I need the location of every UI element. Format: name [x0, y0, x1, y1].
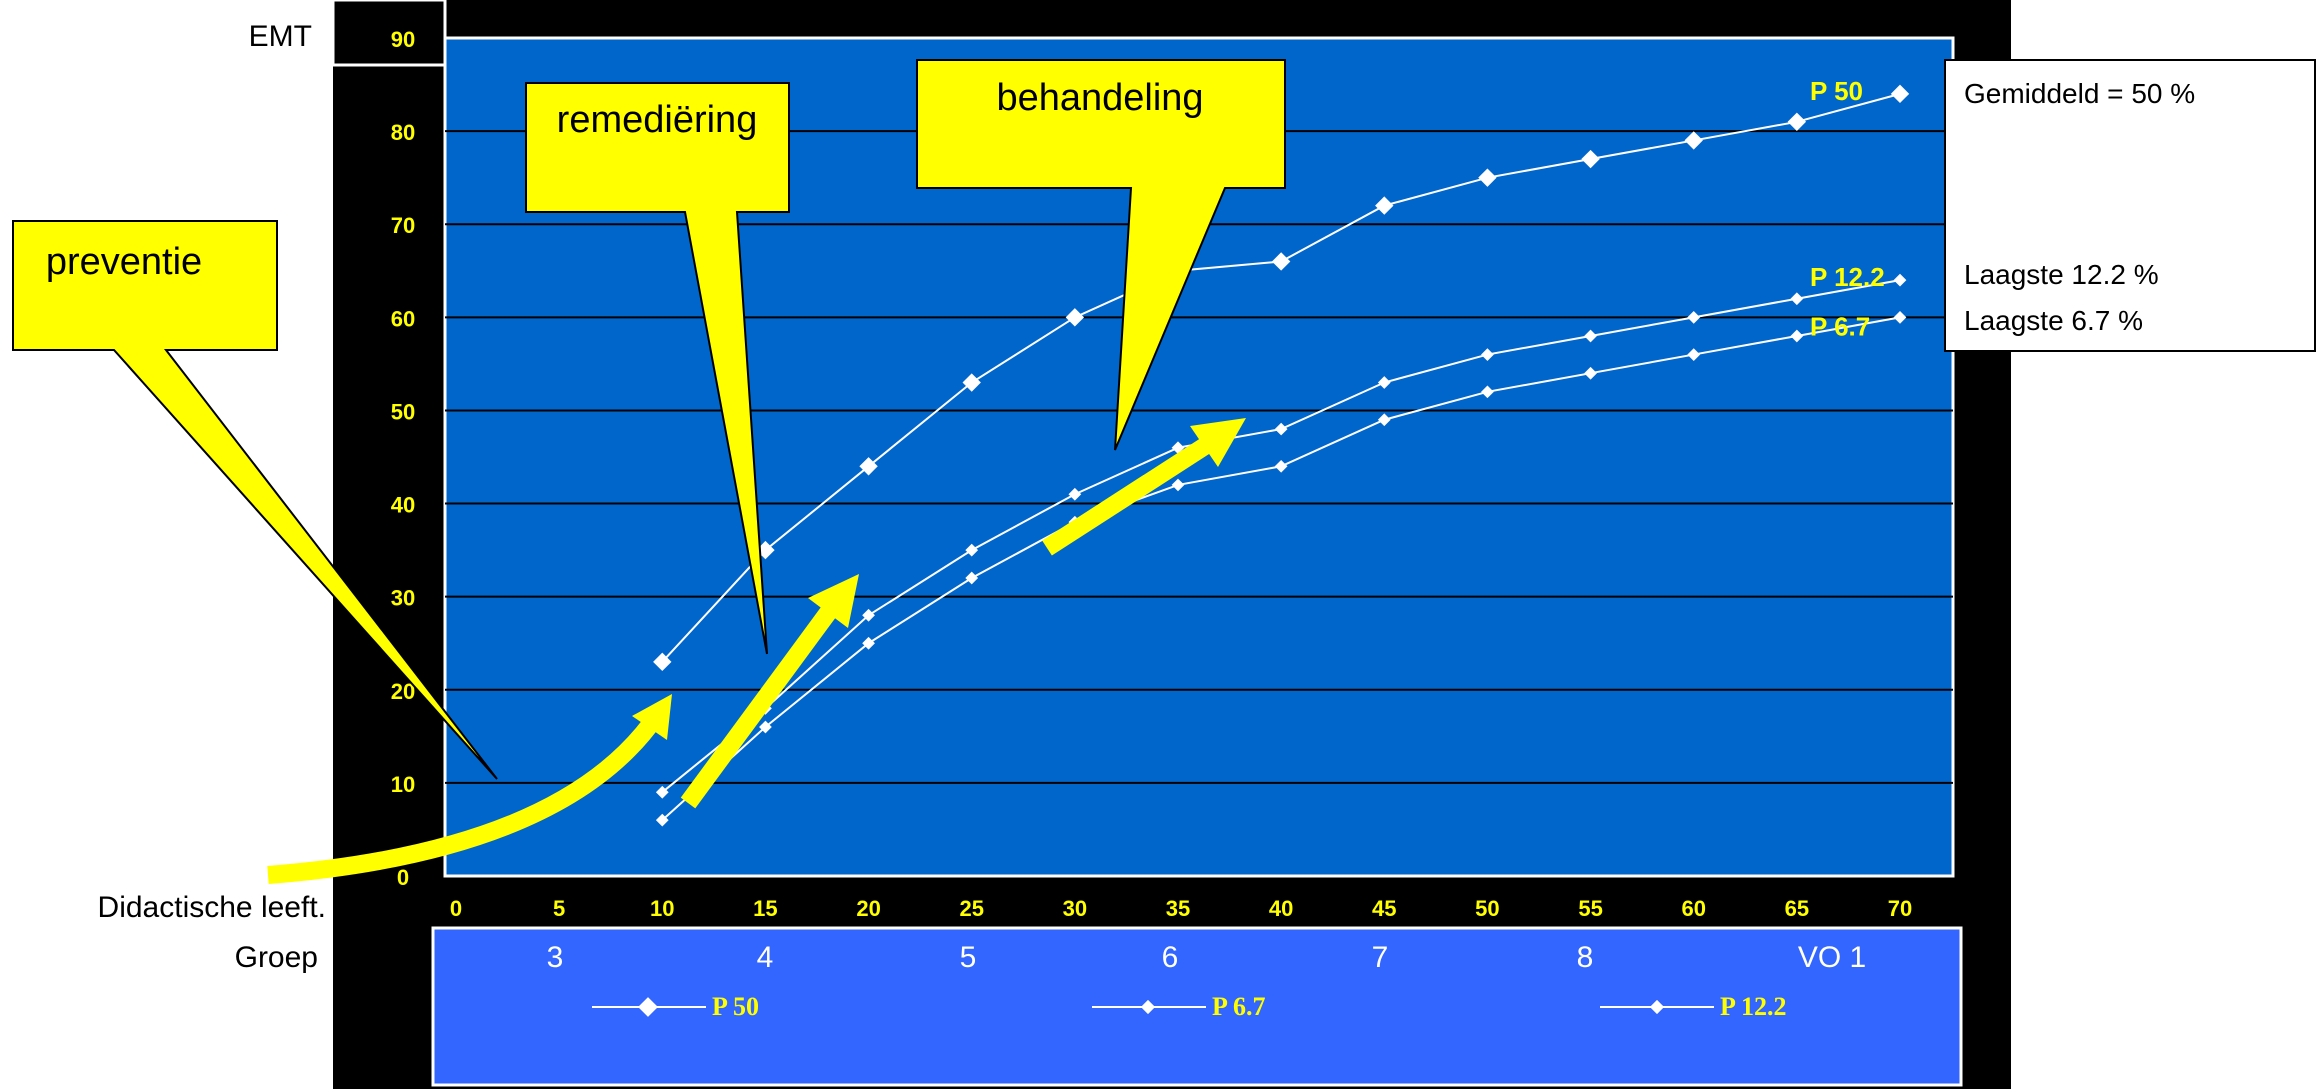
end-label-p-6-7: P 6.7: [1810, 311, 1870, 341]
x-tick-label-40: 40: [1269, 896, 1293, 921]
y-tick-label-0: 0: [397, 865, 409, 890]
callout-remediering-text: remediëring: [557, 99, 758, 141]
point-p-50-60: [1684, 131, 1703, 150]
info-mean: Gemiddeld = 50 %: [1964, 78, 2195, 109]
callout-preventie-text: preventie: [46, 241, 202, 283]
x-tick-label-50: 50: [1475, 896, 1499, 921]
y-axis-header: [331, 0, 447, 67]
y-tick-label-50: 50: [391, 399, 415, 424]
x-tick-label-30: 30: [1063, 896, 1087, 921]
y-tick-label-60: 60: [391, 306, 415, 331]
y-axis-title: EMT: [249, 20, 312, 53]
group-title: Groep: [235, 941, 318, 974]
y-tick-label-70: 70: [391, 213, 415, 238]
x-tick-label-15: 15: [753, 896, 777, 921]
callout-remediering: remediëring: [525, 82, 790, 655]
y-tick-label-90: 90: [391, 27, 415, 52]
info-lowest-6: Laagste 6.7 %: [1964, 305, 2143, 336]
point-p-50-50: [1478, 168, 1497, 187]
series-end-labels: P 50 P 12.2 P 6.7: [1810, 76, 1885, 341]
callout-behandeling-text: behandeling: [996, 77, 1203, 119]
group-label-6: 6: [1162, 941, 1179, 974]
x-tick-label-60: 60: [1681, 896, 1705, 921]
arrow-preventie: [267, 694, 672, 884]
arrow-remediering: [680, 574, 859, 809]
x-tick-label-20: 20: [856, 896, 880, 921]
callout-preventie: preventie: [12, 220, 498, 780]
x-tick-label-70: 70: [1888, 896, 1912, 921]
x-tick-label-10: 10: [650, 896, 674, 921]
x-axis-title: Didactische leeft.: [98, 891, 326, 924]
end-label-p-12-2: P 12.2: [1810, 262, 1885, 292]
y-tick-label-30: 30: [391, 586, 415, 611]
group-label-7: 7: [1372, 941, 1389, 974]
x-tick-label-5: 5: [553, 896, 565, 921]
legend-marker-p6-7: [1140, 999, 1156, 1015]
legend-entry-p6-7: P 6.7: [1092, 992, 1265, 1021]
group-label-8: 8: [1577, 941, 1594, 974]
x-tick-label-55: 55: [1578, 896, 1602, 921]
point-p-50-25: [962, 373, 981, 392]
y-tick-label-40: 40: [391, 493, 415, 518]
legend-label-p6-7: P 6.7: [1212, 992, 1265, 1021]
info-lowest-12: Laagste 12.2 %: [1964, 259, 2159, 290]
group-label-4: 4: [757, 941, 774, 974]
legend-entry-p50: P 50: [592, 992, 759, 1021]
y-tick-label-10: 10: [391, 772, 415, 797]
group-label-2: 2: [336, 941, 353, 974]
arrow-behandeling: [1042, 418, 1246, 556]
info-box: Gemiddeld = 50 % Laagste 12.2 % Laagste …: [1944, 59, 2316, 352]
y-tick-label-80: 80: [391, 120, 415, 145]
legend-label-p12-2: P 12.2: [1720, 992, 1786, 1021]
point-p-50-65: [1787, 112, 1807, 131]
legend-marker-p12-2: [1649, 999, 1665, 1015]
legend-entry-p12-2: P 12.2: [1600, 992, 1786, 1021]
point-p-50-40: [1271, 252, 1291, 271]
group-label-5: 5: [960, 941, 977, 974]
group-label-3: 3: [547, 941, 564, 974]
legend-label-p50: P 50: [712, 992, 759, 1021]
point-p-50-20: [859, 457, 878, 476]
end-label-p-50: P 50: [1810, 76, 1863, 106]
x-tick-label-45: 45: [1372, 896, 1396, 921]
point-p-50-30: [1065, 308, 1085, 327]
legend-marker-p50: [638, 997, 658, 1017]
point-p-50-70: [1890, 84, 1910, 104]
x-tick-label-0: 0: [450, 896, 462, 921]
x-tick-label-25: 25: [959, 896, 983, 921]
x-tick-label-35: 35: [1166, 896, 1190, 921]
x-tick-labels: 0 5 10 15 20 25 30 35 40 45 50 55 60 65 70: [450, 896, 1912, 921]
point-p-50-55: [1581, 149, 1600, 169]
point-p-50-10: [653, 652, 672, 672]
callout-behandeling: behandeling: [916, 59, 1286, 451]
x-tick-label-65: 65: [1785, 896, 1809, 921]
group-label-vo1: VO 1: [1798, 941, 1866, 974]
point-p-50-45: [1375, 196, 1394, 215]
